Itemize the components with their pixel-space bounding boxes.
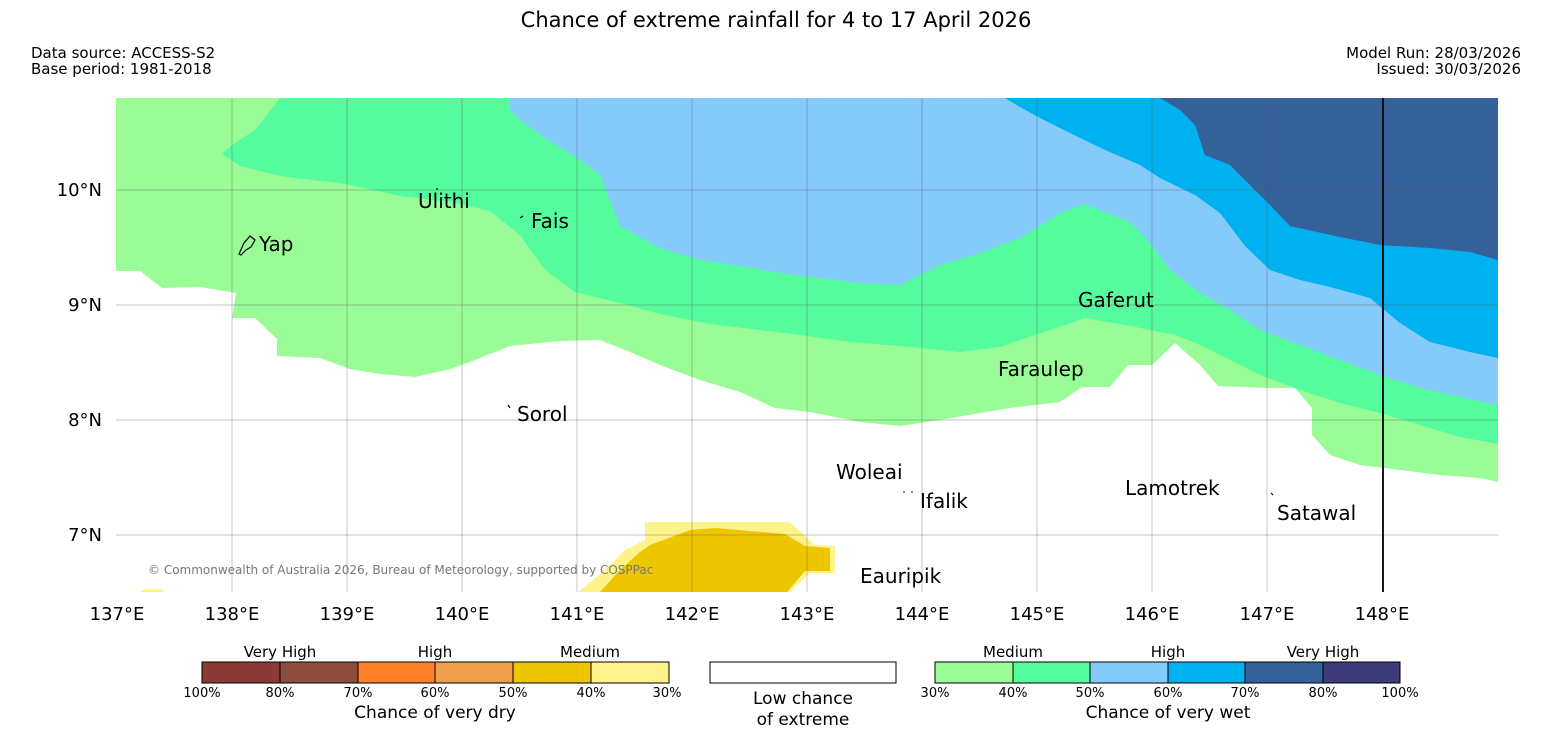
lat-label-8n: 8°N bbox=[68, 410, 102, 431]
dry-tick: 40% bbox=[577, 686, 606, 701]
ifalik-island-mark bbox=[911, 491, 913, 493]
label-eauripik: Eauripik bbox=[860, 564, 942, 588]
wet-legend-title: Chance of very wet bbox=[1086, 703, 1251, 723]
wet-swatch bbox=[1013, 662, 1090, 683]
dry-legend-title: Chance of very dry bbox=[354, 703, 516, 723]
lat-label-10n: 10°N bbox=[57, 180, 102, 201]
lon-label-147e: 147°E bbox=[1240, 604, 1295, 625]
lat-label-7n: 7°N bbox=[68, 525, 102, 546]
wet-category-medium: Medium bbox=[983, 643, 1043, 661]
wet-very-high-70-region bbox=[1160, 98, 1498, 260]
copyright-notice: © Commonwealth of Australia 2026, Bureau… bbox=[148, 563, 653, 577]
wet-tick: 80% bbox=[1309, 686, 1338, 701]
low-chance-label-line2: of extreme bbox=[757, 710, 850, 730]
dry-tick: 100% bbox=[183, 686, 220, 701]
label-fais: Fais bbox=[531, 209, 569, 233]
lon-label-145e: 145°E bbox=[1010, 604, 1065, 625]
wet-category-very-high: Very High bbox=[1287, 643, 1360, 661]
base-period: Base period: 1981-2018 bbox=[31, 60, 212, 78]
gridlines bbox=[116, 98, 1498, 592]
woleai-island-mark bbox=[903, 491, 905, 493]
lon-label-148e: 148°E bbox=[1355, 604, 1410, 625]
lon-label-142e: 142°E bbox=[665, 604, 720, 625]
low-chance-legend: Low chance of extreme bbox=[709, 661, 897, 730]
dry-legend: Very High High Medium 100% 80% 70% 60% 5… bbox=[183, 643, 681, 723]
satawal-island-mark bbox=[1270, 492, 1274, 496]
dry-tick: 70% bbox=[344, 686, 373, 701]
dry-category-medium: Medium bbox=[560, 643, 620, 661]
wet-tick: 100% bbox=[1381, 686, 1418, 701]
label-lamotrek: Lamotrek bbox=[1125, 476, 1220, 500]
lon-label-141e: 141°E bbox=[550, 604, 605, 625]
label-gaferut: Gaferut bbox=[1078, 288, 1154, 312]
dry-tick: 50% bbox=[499, 686, 528, 701]
label-sorol: Sorol bbox=[517, 402, 568, 426]
wet-swatch bbox=[1090, 662, 1168, 683]
wet-tick: 50% bbox=[1076, 686, 1105, 701]
lon-label-138e: 138°E bbox=[205, 604, 260, 625]
ulithi-island-mark bbox=[436, 188, 438, 190]
issued-date: Issued: 30/03/2026 bbox=[1376, 60, 1521, 78]
lat-label-9n: 9°N bbox=[68, 295, 102, 316]
lon-label-143e: 143°E bbox=[780, 604, 835, 625]
dry-swatch bbox=[280, 662, 358, 683]
dry-category-high: High bbox=[418, 643, 452, 661]
label-ifalik: Ifalik bbox=[920, 489, 968, 513]
rainfall-map: Yap Ulithi Fais Gaferut Faraulep Sorol W… bbox=[57, 98, 1498, 625]
wet-tick: 60% bbox=[1154, 686, 1183, 701]
sorol-island-mark bbox=[507, 404, 511, 409]
lon-label-144e: 144°E bbox=[895, 604, 950, 625]
dry-tick: 30% bbox=[653, 686, 682, 701]
dry-category-very-high: Very High bbox=[244, 643, 317, 661]
wet-tick: 40% bbox=[999, 686, 1028, 701]
map-area bbox=[116, 98, 1498, 592]
lon-label-146e: 146°E bbox=[1125, 604, 1180, 625]
label-faraulep: Faraulep bbox=[998, 357, 1084, 381]
dry-tick: 60% bbox=[421, 686, 450, 701]
dry-tick: 80% bbox=[266, 686, 295, 701]
label-ulithi: Ulithi bbox=[418, 189, 470, 213]
low-chance-label-line1: Low chance bbox=[753, 689, 853, 709]
dry-swatch bbox=[435, 662, 513, 683]
data-info: Data source: ACCESS-S2 Base period: 1981… bbox=[31, 45, 215, 77]
lon-label-139e: 139°E bbox=[320, 604, 375, 625]
yap-island-shape bbox=[238, 235, 256, 256]
lon-label-137e: 137°E bbox=[90, 604, 145, 625]
fais-island-mark bbox=[519, 215, 524, 219]
dry-medium-30-small-region bbox=[140, 589, 165, 592]
label-woleai: Woleai bbox=[836, 460, 903, 484]
model-run: Model Run: 28/03/2026 bbox=[1346, 44, 1521, 62]
wet-legend: Medium High Very High 30% 40% 50% 60% 70… bbox=[921, 643, 1419, 723]
wet-swatch bbox=[1245, 662, 1323, 683]
wet-swatch bbox=[935, 662, 1013, 683]
label-yap: Yap bbox=[258, 232, 293, 256]
wet-category-high: High bbox=[1151, 643, 1185, 661]
label-satawal: Satawal bbox=[1277, 501, 1356, 525]
lon-label-140e: 140°E bbox=[435, 604, 490, 625]
wet-swatch bbox=[1323, 662, 1400, 683]
dry-swatch bbox=[591, 662, 669, 683]
dry-swatch bbox=[202, 662, 280, 683]
dry-swatch bbox=[358, 662, 435, 683]
wet-swatch bbox=[1168, 662, 1245, 683]
low-chance-swatch bbox=[709, 661, 897, 684]
dry-swatch bbox=[513, 662, 591, 683]
wet-tick: 30% bbox=[921, 686, 950, 701]
dry-medium-40-region bbox=[600, 528, 830, 592]
wet-tick: 70% bbox=[1231, 686, 1260, 701]
run-info: Model Run: 28/03/2026 Issued: 30/03/2026 bbox=[1346, 45, 1521, 77]
map-title: Chance of extreme rainfall for 4 to 17 A… bbox=[520, 8, 1032, 32]
data-source: Data source: ACCESS-S2 bbox=[31, 44, 216, 62]
